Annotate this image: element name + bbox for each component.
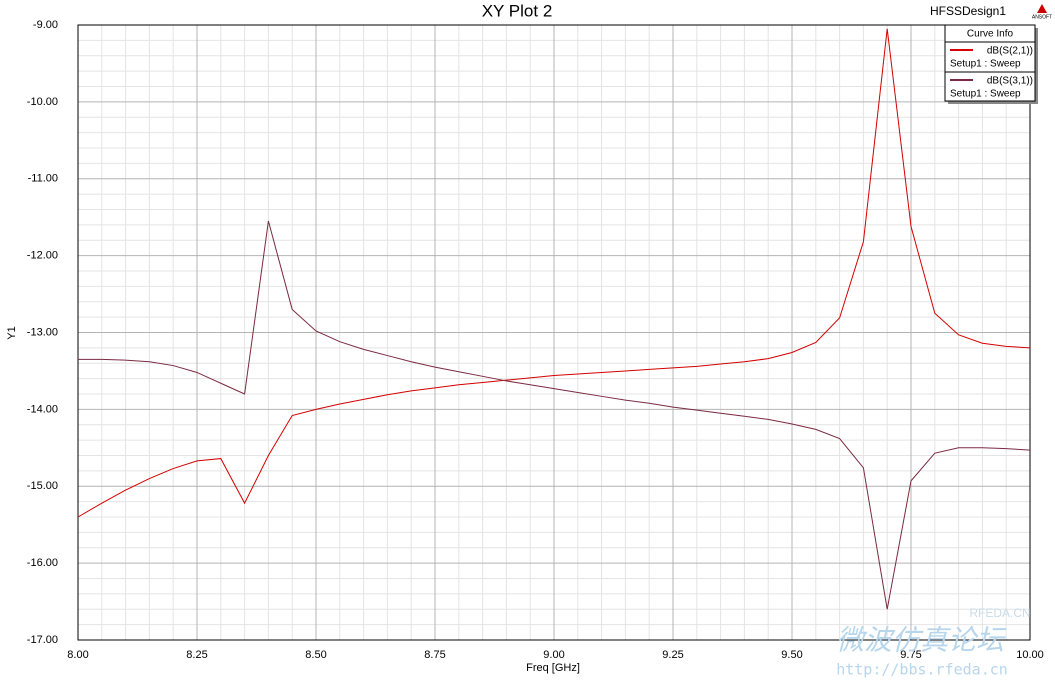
y-tick-label: -14.00 [27,403,58,415]
x-tick-label: 9.50 [781,649,802,661]
y-tick-label: -13.00 [27,326,58,338]
y-tick-label: -9.00 [33,19,58,31]
y-tick-label: -12.00 [27,250,58,262]
x-tick-label: 10.00 [1016,649,1044,661]
design-name: HFSSDesign1 [930,4,1006,18]
plot-frame [77,24,1031,641]
x-axis-label: Freq [GHz] [526,662,580,674]
x-tick-label: 8.00 [67,649,88,661]
legend-title: Curve Info [967,29,1014,40]
watermark-site: RFEDA.CN [969,606,1030,620]
x-tick-label: 8.25 [186,649,207,661]
logo: ANSOFT [1032,14,1052,20]
legend-box [944,24,1036,102]
legend-setup: Setup1 : Sweep [950,89,1021,100]
grid: 8.00 8.25 8.50 8.75 9.00 9.25 9.50 9.75 10.00 -17… [27,19,1044,661]
x-tick-label: 8.75 [424,649,445,661]
y-tick-label: -16.00 [27,557,58,569]
curve [77,28,1031,518]
y-axis-label: Y1 [6,326,18,339]
x-tick-label: 9.25 [662,649,683,661]
x-tick-label: 9.00 [543,649,564,661]
curves [77,28,1031,610]
legend-label: dB(S(2,1)) [987,46,1033,57]
legend-label: dB(S(3,1)) [987,76,1033,87]
x-tick-label: 9.75 [900,649,921,661]
y-tick-label: -11.00 [28,173,58,185]
logo-icon [1037,4,1047,13]
watermark-url: http://bbs.rfeda.cn [836,661,1008,679]
curve [78,220,1031,610]
chart-title: XY Plot 2 [482,1,553,20]
y-tick-label: -15.00 [27,480,58,492]
watermark-forum: 微波仿真论坛 [836,624,1007,655]
y-tick-label: -10.00 [27,96,58,108]
legend: dB(S(2,1)) Setup1 : Sweep dB(S(3,1)) Setup1… [950,46,1033,100]
legend-setup: Setup1 : Sweep [950,59,1021,70]
y-tick-label: -17.00 [27,634,58,646]
x-tick-label: 8.50 [305,649,326,661]
